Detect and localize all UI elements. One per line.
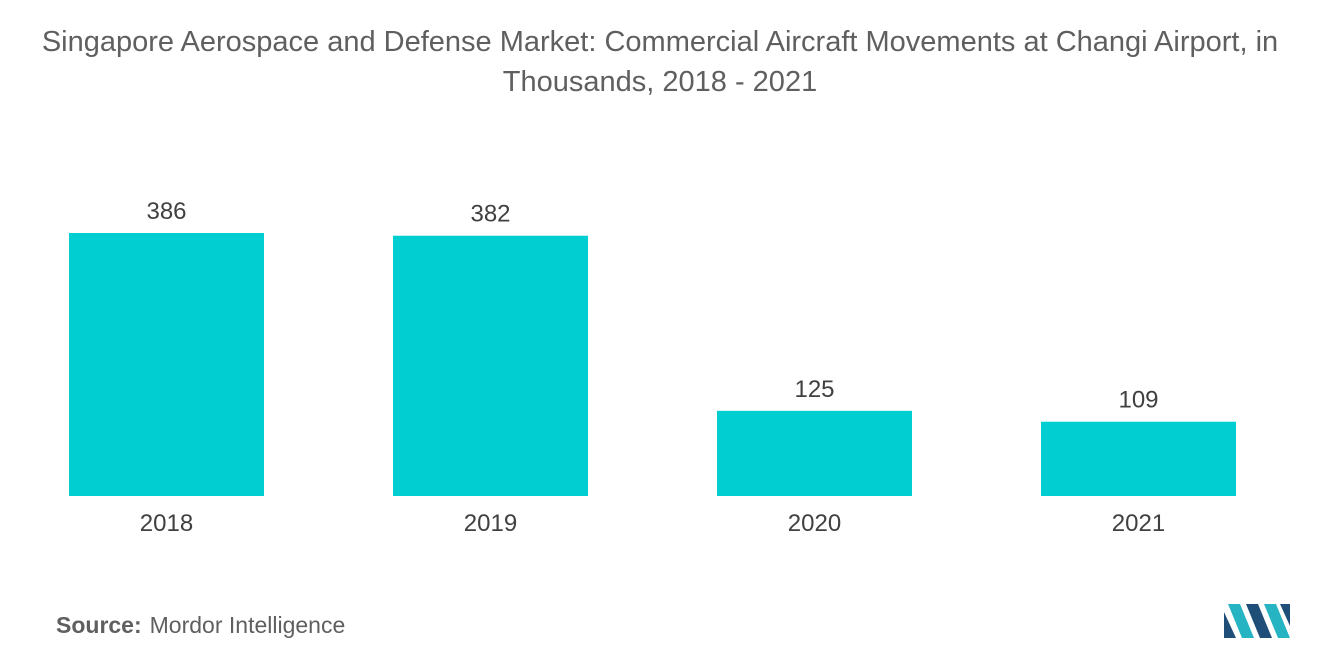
x-tick-label-2019: 2019	[464, 510, 517, 537]
x-tick-label-2018: 2018	[140, 510, 193, 537]
value-label-2021: 109	[1118, 387, 1158, 414]
mordor-logo-icon	[1224, 604, 1290, 638]
value-label-2018: 386	[146, 198, 186, 225]
source-note: Source: Mordor Intelligence	[56, 612, 345, 639]
value-label-2019: 382	[470, 201, 510, 228]
bar-2020	[717, 410, 912, 496]
x-tick-labels-group: 2018 2019 2020 2021	[140, 510, 1165, 537]
chart-title: Singapore Aerospace and Defense Market: …	[41, 26, 1279, 98]
bar-2019	[393, 235, 588, 496]
x-tick-label-2020: 2020	[788, 510, 841, 537]
value-label-2020: 125	[794, 376, 834, 403]
source-text: Mordor Intelligence	[149, 612, 346, 638]
source-label: Source:	[56, 612, 142, 638]
bars-group	[69, 233, 1236, 496]
bar-2021	[1041, 421, 1236, 496]
x-tick-label-2021: 2021	[1112, 510, 1165, 537]
value-labels-group: 386 382 125 109	[146, 198, 1158, 414]
bar-2018	[69, 233, 264, 496]
bar-chart: 386 382 125 109 2018 2019 2020 2021	[69, 198, 1236, 537]
